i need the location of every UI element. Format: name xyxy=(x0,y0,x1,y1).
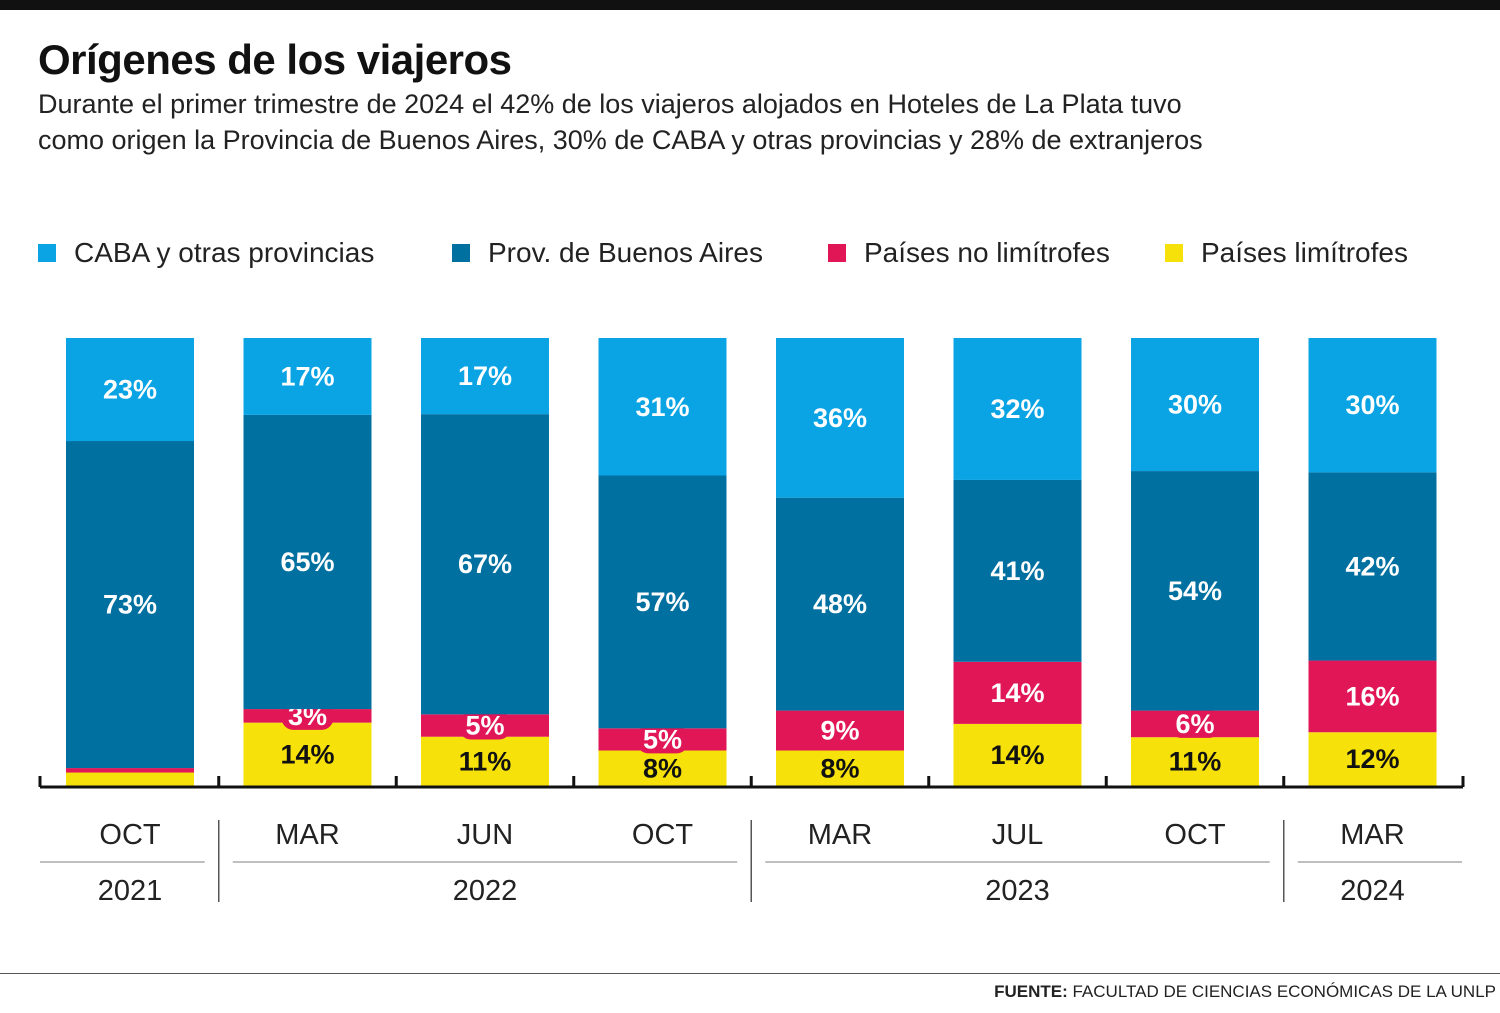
legend-label: Países no limítrofes xyxy=(864,237,1110,268)
bar-segment-caba-y-otras-provincias xyxy=(776,338,904,498)
x-tick-label: OCT xyxy=(1164,819,1226,851)
year-label: 2024 xyxy=(1340,875,1405,907)
year-label: 2022 xyxy=(453,875,518,907)
source-prefix: FUENTE: xyxy=(994,982,1068,1001)
top-rule xyxy=(0,0,1500,10)
data-label-prov-de-buenos-aires: 65% xyxy=(280,547,334,577)
data-label-caba-y-otras-provincias: 17% xyxy=(458,361,512,391)
legend-swatch xyxy=(1165,244,1183,262)
legend-swatch xyxy=(38,244,56,262)
legend-item-caba: CABA y otras provincias xyxy=(38,236,374,270)
data-label-caba-y-otras-provincias: 32% xyxy=(990,394,1044,424)
x-tick-label: MAR xyxy=(1340,819,1404,851)
data-label-prov-de-buenos-aires: 54% xyxy=(1168,576,1222,606)
x-tick-label: MAR xyxy=(808,819,872,851)
year-label: 2021 xyxy=(98,875,163,907)
bar-segment-paises-limitrofes xyxy=(1131,737,1259,786)
bar-segment-prov-de-buenos-aires xyxy=(953,479,1082,662)
data-label-prov-de-buenos-aires: 42% xyxy=(1345,551,1399,581)
data-label-prov-de-buenos-aires: 41% xyxy=(990,556,1044,586)
bar-segment-paises-limitrofes xyxy=(66,772,194,786)
data-label-badge xyxy=(636,725,689,754)
bar-segment-caba-y-otras-provincias xyxy=(953,338,1082,480)
legend-item-paises-no-limitrofes: Países no limítrofes xyxy=(828,236,1110,270)
data-label-paises-no-limitrofes: 14% xyxy=(990,678,1044,708)
data-label-prov-de-buenos-aires: 48% xyxy=(813,589,867,619)
bar-segment-paises-no-limitrofes xyxy=(66,768,194,773)
stacked-bar-chart: 73%23%14%3%65%17%11%5%67%17%8%5%57%31%8%… xyxy=(38,338,1465,907)
legend-swatch xyxy=(828,244,846,262)
data-label-prov-de-buenos-aires: 73% xyxy=(103,590,157,620)
data-label-prov-de-buenos-aires: 67% xyxy=(458,549,512,579)
bar-segment-paises-limitrofes xyxy=(421,736,549,786)
bar-segment-prov-de-buenos-aires xyxy=(598,475,727,729)
bar-segment-caba-y-otras-provincias xyxy=(1131,338,1259,472)
bar-segment-caba-y-otras-provincias xyxy=(421,338,549,415)
legend-swatch xyxy=(452,244,470,262)
data-label-paises-no-limitrofes: 5% xyxy=(465,711,504,741)
bar-segment-paises-limitrofes xyxy=(953,723,1082,786)
legend-item-buenos-aires: Prov. de Buenos Aires xyxy=(452,236,763,270)
bar-segment-prov-de-buenos-aires xyxy=(776,497,904,711)
bar-segment-paises-limitrofes xyxy=(243,722,372,786)
data-label-paises-no-limitrofes: 5% xyxy=(643,724,682,754)
bar-segment-paises-no-limitrofes xyxy=(1308,660,1437,733)
bar-segment-caba-y-otras-provincias xyxy=(1308,338,1437,473)
data-label-caba-y-otras-provincias: 36% xyxy=(813,403,867,433)
data-label-paises-limitrofes: 14% xyxy=(990,740,1044,770)
data-label-paises-no-limitrofes: 9% xyxy=(820,716,859,746)
bar-segment-paises-limitrofes xyxy=(598,750,727,786)
legend-label: Países limítrofes xyxy=(1201,237,1408,268)
bar-segment-prov-de-buenos-aires xyxy=(1308,472,1437,661)
source-text: FACULTAD DE CIENCIAS ECONÓMICAS DE LA UN… xyxy=(1072,982,1496,1001)
bar-segment-prov-de-buenos-aires xyxy=(421,414,549,715)
data-label-caba-y-otras-provincias: 17% xyxy=(280,361,334,391)
data-label-caba-y-otras-provincias: 30% xyxy=(1345,390,1399,420)
subtitle-line: Durante el primer trimestre de 2024 el 4… xyxy=(38,89,1182,119)
data-label-prov-de-buenos-aires: 57% xyxy=(635,587,689,617)
bar-segment-caba-y-otras-provincias xyxy=(598,338,727,476)
data-label-paises-limitrofes: 8% xyxy=(820,753,859,783)
data-label-paises-limitrofes: 8% xyxy=(643,753,682,783)
bar-segment-paises-no-limitrofes xyxy=(776,710,904,751)
footer-rule xyxy=(0,973,1500,974)
legend-label: CABA y otras provincias xyxy=(74,237,375,268)
data-label-paises-limitrofes: 11% xyxy=(1169,747,1222,777)
bar-segment-prov-de-buenos-aires xyxy=(243,414,372,710)
bar-segment-paises-no-limitrofes xyxy=(953,661,1082,724)
x-tick-label: MAR xyxy=(275,819,339,851)
bar-segment-paises-limitrofes xyxy=(776,750,904,786)
data-label-paises-limitrofes: 11% xyxy=(459,746,512,776)
bar-segment-paises-limitrofes xyxy=(1308,732,1437,786)
subtitle-line: como origen la Provincia de Buenos Aires… xyxy=(38,125,1203,155)
bar-segment-prov-de-buenos-aires xyxy=(66,441,194,769)
data-label-paises-no-limitrofes: 16% xyxy=(1345,681,1399,711)
data-label-caba-y-otras-provincias: 31% xyxy=(635,392,689,422)
x-tick-label: OCT xyxy=(632,819,694,851)
source-note: FUENTE: FACULTAD DE CIENCIAS ECONÓMICAS … xyxy=(994,982,1496,1002)
bar-segment-caba-y-otras-provincias xyxy=(66,338,194,442)
data-label-paises-limitrofes: 12% xyxy=(1345,744,1399,774)
data-label-badge xyxy=(1169,709,1221,738)
x-tick-label: JUN xyxy=(457,819,513,851)
data-label-caba-y-otras-provincias: 23% xyxy=(103,375,157,405)
data-label-badge xyxy=(459,711,511,740)
bar-segment-prov-de-buenos-aires xyxy=(1131,471,1259,711)
year-label: 2023 xyxy=(985,875,1050,907)
legend-item-paises-limitrofes: Países limítrofes xyxy=(1165,236,1408,270)
chart-subtitle: Durante el primer trimestre de 2024 el 4… xyxy=(38,86,1438,158)
x-tick-label: OCT xyxy=(99,819,161,851)
x-tick-label: JUL xyxy=(992,819,1044,851)
data-label-paises-limitrofes: 14% xyxy=(280,739,334,769)
data-label-paises-no-limitrofes: 6% xyxy=(1175,709,1214,739)
legend-label: Prov. de Buenos Aires xyxy=(488,237,763,268)
bar-segment-caba-y-otras-provincias xyxy=(243,338,372,415)
chart-title: Orígenes de los viajeros xyxy=(38,36,512,83)
data-label-caba-y-otras-provincias: 30% xyxy=(1168,390,1222,420)
